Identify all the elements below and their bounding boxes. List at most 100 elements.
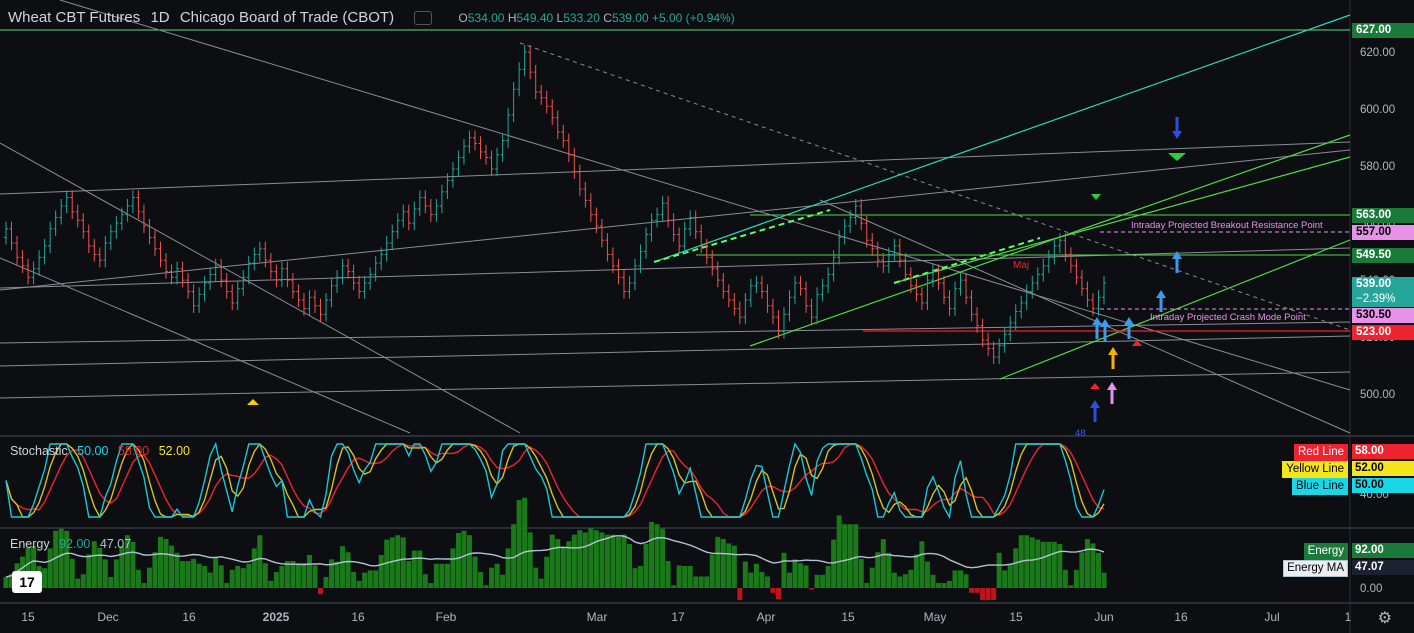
x-tick-label: May — [924, 610, 947, 624]
candle — [103, 235, 108, 268]
candle — [594, 207, 599, 234]
candle — [406, 204, 411, 231]
legend-value: 92.00 — [1352, 543, 1414, 558]
energy-bar — [671, 585, 677, 588]
price-tag: 627.00 — [1352, 23, 1414, 38]
candle — [1102, 275, 1106, 305]
energy-bar — [676, 565, 682, 588]
trendline — [0, 371, 1351, 399]
candle — [875, 241, 880, 268]
candle — [252, 247, 257, 271]
channel-line — [653, 14, 1351, 263]
chart-header: Wheat CBT Futures 1D Chicago Board of Tr… — [8, 9, 735, 26]
candle — [108, 224, 113, 251]
gear-icon[interactable]: ⚙ — [1377, 610, 1392, 627]
energy-bar — [108, 577, 114, 588]
energy-bar — [809, 588, 815, 590]
symbol-title[interactable]: Wheat CBT Futures — [8, 9, 141, 26]
energy-bar — [251, 548, 257, 588]
triangle-up-icon — [1132, 340, 1142, 346]
candle — [368, 267, 373, 291]
candle — [136, 190, 141, 219]
energy-bar — [969, 588, 975, 593]
energy-bar — [742, 561, 748, 588]
energy-bar — [864, 583, 870, 588]
energy-bar — [775, 588, 781, 600]
stochastic-pane: 40.00 — [5, 441, 1389, 520]
energy-bar — [571, 534, 577, 588]
trendline-dashed — [519, 42, 1351, 331]
exchange-label: Chicago Board of Trade (CBOT) — [179, 9, 395, 26]
energy-bar — [1090, 543, 1096, 588]
energy-bar — [632, 568, 638, 588]
energy-bar — [941, 583, 947, 588]
energy-bar — [494, 563, 500, 588]
energy-bar — [748, 572, 754, 588]
candle — [263, 241, 268, 268]
candle — [599, 218, 604, 248]
eye-icon[interactable] — [414, 11, 433, 26]
candle — [826, 267, 831, 293]
candle — [197, 287, 202, 313]
candle — [704, 238, 709, 265]
candle — [395, 213, 400, 239]
candle — [1079, 270, 1084, 296]
candle — [710, 250, 715, 276]
energy-bar — [461, 530, 467, 588]
energy-bar — [218, 565, 224, 588]
candle — [1057, 233, 1062, 254]
triangle-up-icon — [247, 399, 259, 405]
energy-bar — [466, 535, 472, 588]
candle — [544, 90, 549, 114]
candle — [401, 204, 406, 228]
x-tick-label: Jun — [1094, 610, 1113, 624]
energy-bar — [351, 572, 357, 588]
legend-name: Red Line — [1293, 444, 1348, 461]
energy-bar — [764, 576, 770, 588]
energy-bar — [886, 552, 892, 588]
x-tick-label: 15 — [841, 610, 855, 624]
candle — [152, 230, 157, 256]
candle — [577, 164, 582, 197]
energy-bar — [560, 547, 566, 588]
energy-bar — [533, 567, 539, 588]
candle — [781, 307, 786, 339]
energy-bar — [1007, 563, 1013, 588]
candle — [522, 45, 527, 77]
tradingview-logo-icon[interactable]: 17 — [12, 571, 42, 593]
energy-bar — [163, 539, 169, 588]
candle — [969, 290, 974, 322]
energy-bar — [130, 541, 136, 588]
energy-bar — [792, 559, 798, 588]
energy-bar — [577, 530, 583, 588]
energy-bar — [207, 572, 213, 588]
x-tick-label: 16 — [1174, 610, 1188, 624]
energy-bar — [908, 569, 914, 588]
legend-name: Yellow Line — [1282, 461, 1348, 478]
energy-bar — [704, 576, 710, 588]
trendline — [819, 199, 1351, 434]
candle — [450, 161, 455, 188]
arrow-head — [1108, 347, 1118, 355]
triangle-up-icon — [1090, 383, 1100, 389]
candle — [815, 287, 820, 325]
energy-bar — [146, 567, 152, 588]
candle — [980, 318, 985, 348]
trendline — [0, 149, 1351, 291]
energy-bar — [897, 576, 903, 588]
energy-bar — [312, 565, 318, 588]
energy-bar — [389, 537, 395, 588]
energy-bar — [240, 568, 246, 588]
energy-bar — [196, 563, 202, 588]
price-tag: 549.50 — [1352, 248, 1414, 263]
energy-bar — [102, 559, 108, 588]
energy-bar — [847, 524, 853, 588]
energy-bar — [97, 547, 103, 588]
candle — [241, 270, 246, 296]
arrow-head — [1092, 317, 1102, 325]
energy-bar — [820, 574, 826, 588]
interval-label[interactable]: 1D — [150, 9, 170, 26]
energy-bar — [781, 552, 787, 588]
candle — [633, 258, 638, 291]
